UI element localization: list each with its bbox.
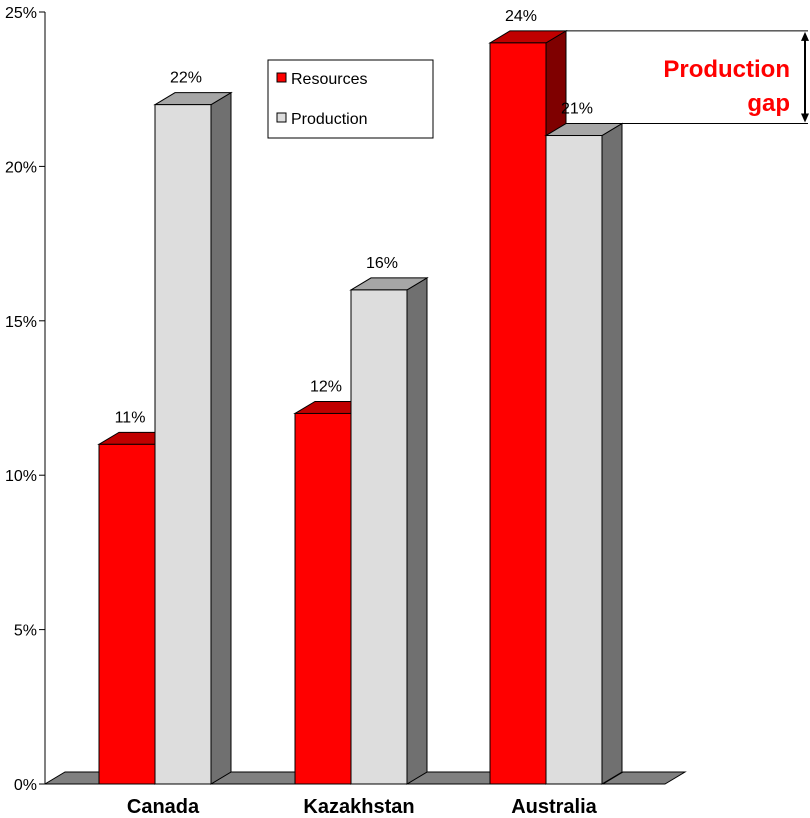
data-label-production-australia: 21%: [561, 101, 593, 118]
data-label-resources-kazakhstan: 12%: [310, 378, 342, 395]
y-tick-label: 10%: [5, 468, 37, 485]
legend-box: [267, 59, 434, 139]
gap-arrow-head-down: [801, 113, 809, 123]
data-labels: 11% 22% 12% 16% 24% 21%: [115, 8, 593, 426]
y-tick-label: 0%: [14, 777, 37, 794]
data-label-resources-canada: 11%: [115, 409, 146, 426]
y-tick-label: 25%: [5, 5, 37, 22]
data-label-production-kazakhstan: 16%: [366, 255, 398, 272]
legend-swatch-resources: [276, 72, 287, 83]
y-tick-label: 5%: [14, 623, 37, 640]
bar-production-canada: [153, 91, 233, 785]
category-label-kazakhstan: Kazakhstan: [303, 796, 414, 818]
data-label-production-canada: 22%: [170, 70, 202, 87]
x-axis-labels: Canada Kazakhstan Australia: [127, 796, 598, 818]
y-axis: 0% 5% 10% 15% 20% 25%: [5, 5, 46, 794]
category-label-canada: Canada: [127, 796, 200, 818]
bars: [97, 29, 624, 785]
gap-arrow-head-up: [801, 31, 809, 41]
legend-label-resources: Resources: [291, 71, 367, 88]
floor-segment: [601, 771, 687, 785]
legend: Resources Production: [267, 59, 434, 139]
category-label-australia: Australia: [511, 796, 597, 818]
y-tick-label: 15%: [5, 314, 37, 331]
data-label-resources-australia: 24%: [505, 8, 537, 25]
bar-production-kazakhstan: [349, 277, 429, 785]
legend-swatch-production: [276, 112, 287, 123]
legend-label-production: Production: [291, 111, 368, 128]
gap-label-line1: Production: [663, 56, 790, 83]
chart-floor: [43, 771, 687, 785]
y-tick-label: 20%: [5, 159, 37, 176]
bar-production-australia: [544, 122, 624, 785]
gap-label-line2: gap: [747, 90, 790, 117]
production-gap-annotation: Production gap: [566, 30, 809, 125]
